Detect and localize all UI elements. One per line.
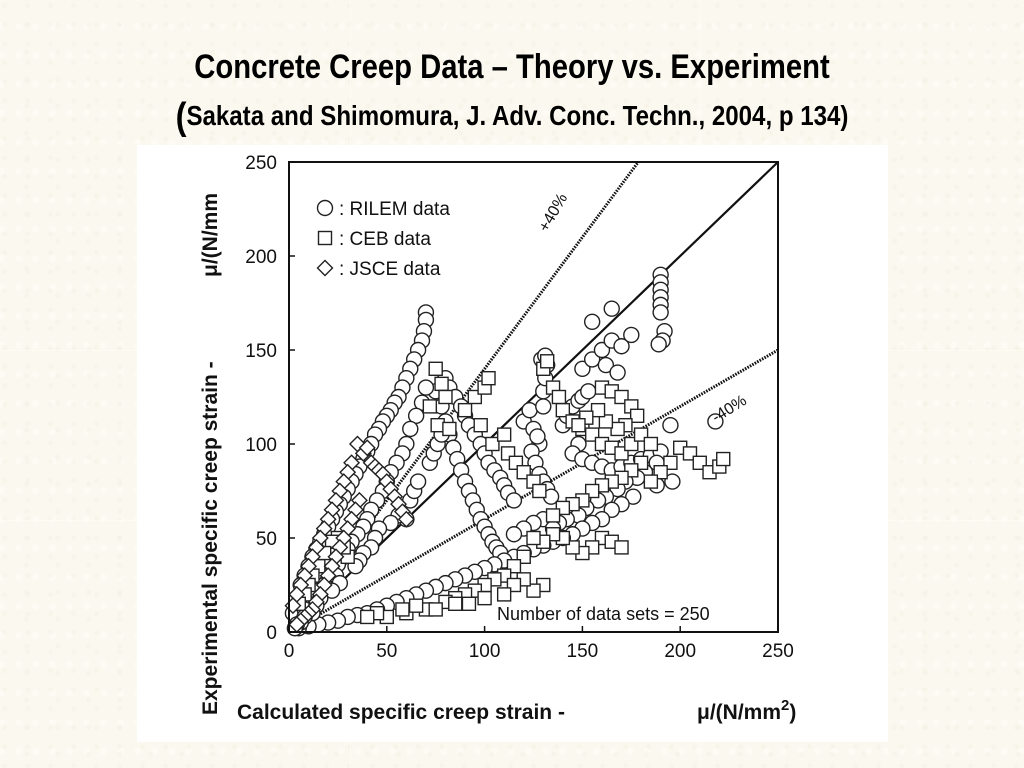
circle-marker <box>609 364 626 381</box>
x-tick-label: 100 <box>469 641 501 662</box>
legend-label: : CEB data <box>339 229 431 250</box>
y-tick-label: 200 <box>245 247 277 268</box>
circle-marker <box>417 379 435 396</box>
square-marker <box>614 540 629 555</box>
x-axis-unit-sup: 2 <box>781 697 789 714</box>
square-marker <box>526 583 541 598</box>
square-marker <box>643 436 659 452</box>
y-tick-label: 150 <box>245 341 277 362</box>
x-tick-label: 200 <box>664 641 696 662</box>
circle-marker <box>583 313 601 331</box>
square-marker <box>448 596 463 611</box>
x-axis-unit-close: ) <box>789 701 796 724</box>
circle-marker <box>529 428 546 445</box>
square-marker <box>395 602 410 617</box>
x-tick-label: 250 <box>762 641 794 662</box>
circle-marker <box>597 356 615 374</box>
square-marker <box>551 389 567 405</box>
legend-label: : JSCE data <box>339 259 441 280</box>
square-marker <box>461 596 477 611</box>
plot-frame <box>288 161 779 633</box>
chart-figure: 0 50 100 150 200 250 0 50 100 150 200 250 : RILEM d… <box>137 145 888 742</box>
circle-marker <box>580 383 597 400</box>
slide-subtitle: (Sakata and Shimomura, J. Adv. Conc. Tec… <box>72 96 953 139</box>
square-marker <box>428 361 443 377</box>
x-axis-title: Calculated specific creep strain - <box>237 701 565 724</box>
y-tick-label: 50 <box>256 529 277 550</box>
x-axis-unit: μ/(N/mm2) <box>697 697 796 724</box>
legend-square-marker <box>317 230 333 246</box>
band-label-minus40: -40% <box>709 392 750 426</box>
circle-marker <box>652 304 669 321</box>
circle-marker <box>662 417 679 434</box>
x-tick-label: 0 <box>284 641 295 662</box>
circle-marker <box>593 341 611 359</box>
diamond-marker <box>397 510 415 528</box>
circle-marker <box>623 326 640 344</box>
circle-marker <box>603 501 620 518</box>
x-axis-unit-text: μ/(N/mm <box>697 701 781 724</box>
circle-marker <box>603 300 620 317</box>
y-tick-label: 100 <box>245 435 277 456</box>
square-marker <box>629 408 645 423</box>
circle-marker <box>664 473 681 490</box>
square-marker <box>526 530 541 546</box>
y-axis-unit: μ/(N/mm <box>199 193 222 277</box>
square-marker <box>438 389 453 405</box>
subtitle-open-paren: ( <box>175 96 187 138</box>
y-tick-label: 0 <box>266 623 277 644</box>
circle-marker <box>535 398 552 415</box>
scatter-chart: 0 50 100 150 200 250 0 50 100 150 200 250 : RILEM d… <box>199 153 796 724</box>
circle-marker <box>574 360 591 378</box>
square-marker <box>408 598 424 613</box>
diamond-marker <box>358 439 376 457</box>
square-marker <box>457 402 473 418</box>
square-marker <box>643 474 659 489</box>
square-marker <box>545 508 561 523</box>
circle-marker <box>583 351 601 368</box>
square-marker <box>598 414 614 429</box>
square-marker <box>422 399 438 414</box>
slide-title: Concrete Creep Data – Theory vs. Experim… <box>194 48 830 86</box>
circle-marker <box>505 492 523 509</box>
square-marker <box>473 418 488 433</box>
circle-marker <box>521 401 538 419</box>
square-marker <box>610 421 625 437</box>
square-marker <box>442 421 457 437</box>
circle-marker <box>402 420 419 438</box>
square-marker <box>590 402 606 418</box>
legend-circle-marker <box>316 199 334 217</box>
square-marker <box>496 427 512 442</box>
band-label-plus40: +40% <box>536 191 571 235</box>
y-axis-title: Experimental specific creep strain - <box>199 361 222 715</box>
square-marker <box>496 587 512 602</box>
square-marker <box>481 370 496 386</box>
square-marker <box>571 418 586 433</box>
reference-line-2 <box>288 348 779 634</box>
circle-marker <box>409 473 427 490</box>
data-count-note: Number of data sets = 250 <box>497 604 710 624</box>
square-marker <box>477 590 492 606</box>
x-tick-label: 150 <box>567 641 599 662</box>
circle-marker <box>625 488 642 505</box>
legend-diamond-marker <box>316 259 334 277</box>
y-tick-label: 250 <box>245 153 277 174</box>
square-marker <box>539 354 555 369</box>
square-marker <box>555 402 571 418</box>
circle-marker <box>650 336 667 353</box>
reference-line-0 <box>287 161 640 633</box>
square-marker <box>485 436 500 452</box>
square-marker <box>532 483 547 499</box>
circle-marker <box>613 338 630 355</box>
circle-marker <box>707 413 724 430</box>
square-marker <box>428 602 443 617</box>
square-marker <box>716 451 731 467</box>
x-tick-label: 50 <box>376 641 397 662</box>
square-marker <box>434 376 449 392</box>
square-marker <box>360 609 375 625</box>
subtitle-text: Sakata and Shimomura, J. Adv. Conc. Tech… <box>186 100 849 131</box>
legend-label: : RILEM data <box>339 199 450 220</box>
circle-marker <box>505 526 523 543</box>
